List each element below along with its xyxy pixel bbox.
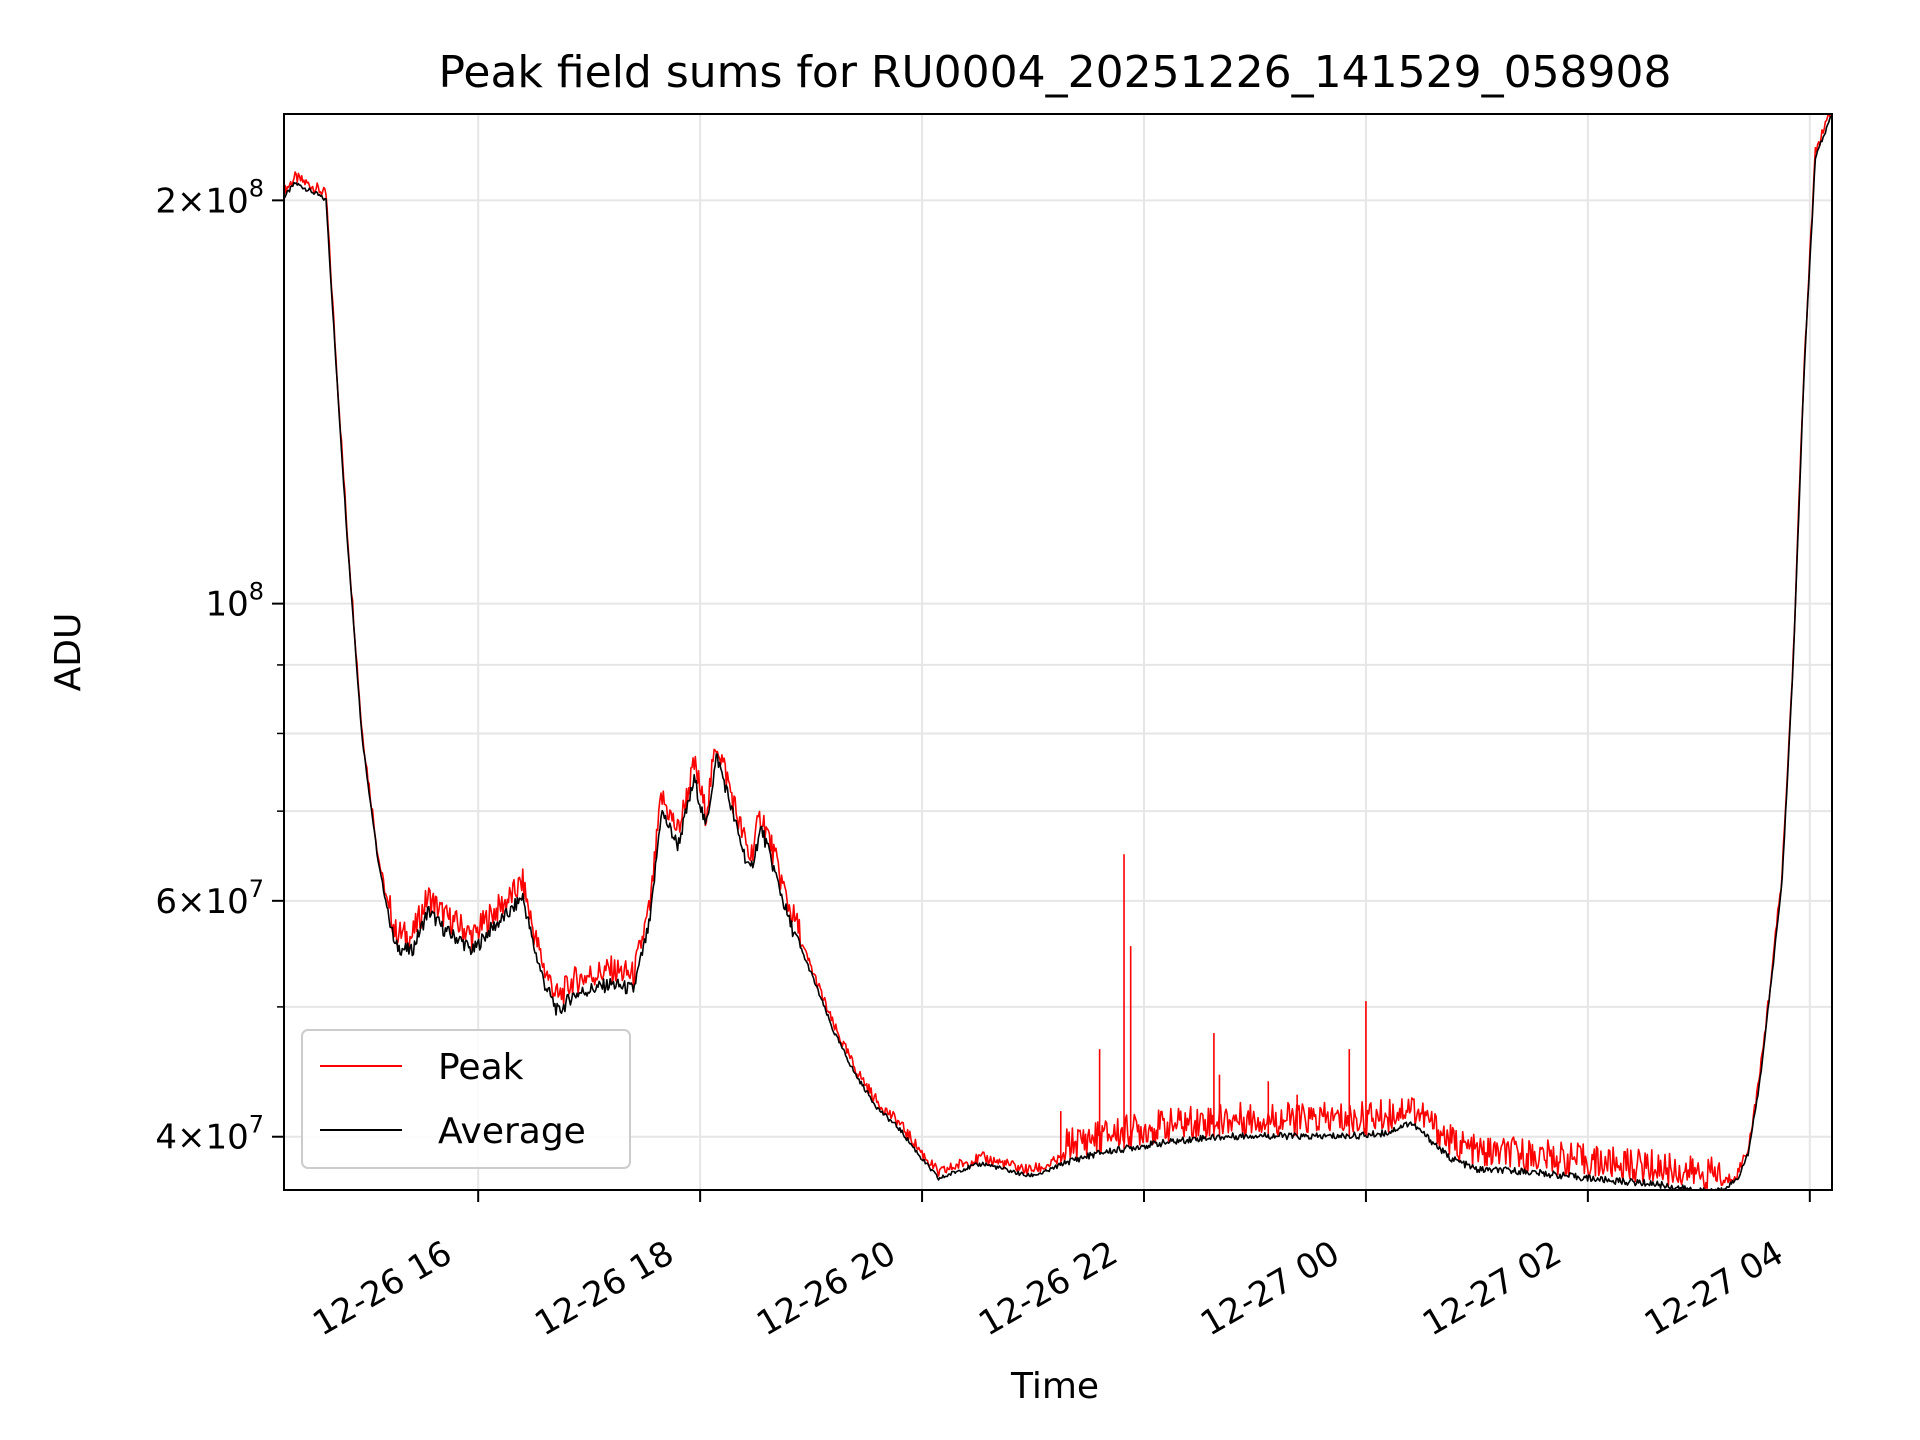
series-average-line: [284, 115, 1832, 1190]
plot-frame: [283, 113, 1833, 1191]
y-tick-label: 6×107: [155, 875, 264, 922]
y-axis-label: ADU: [48, 613, 89, 692]
legend-label-peak: Peak: [438, 1047, 524, 1088]
y-tick-label: 2×108: [155, 174, 264, 221]
legend-box: [301, 1029, 631, 1169]
series-peak-line: [284, 114, 1832, 1190]
y-tick-label: 4×107: [155, 1111, 264, 1158]
x-axis-label: Time: [1010, 1366, 1099, 1407]
legend-label-average: Average: [438, 1111, 586, 1152]
legend: Peak Average: [301, 1029, 631, 1169]
y-axis-ticks: 4×107 6×107 108 2×108: [155, 174, 284, 1158]
plot-area: [284, 114, 1832, 1190]
chart-title: Peak field sums for RU0004_20251226_1415…: [438, 47, 1671, 98]
y-tick-label: 108: [205, 578, 264, 625]
